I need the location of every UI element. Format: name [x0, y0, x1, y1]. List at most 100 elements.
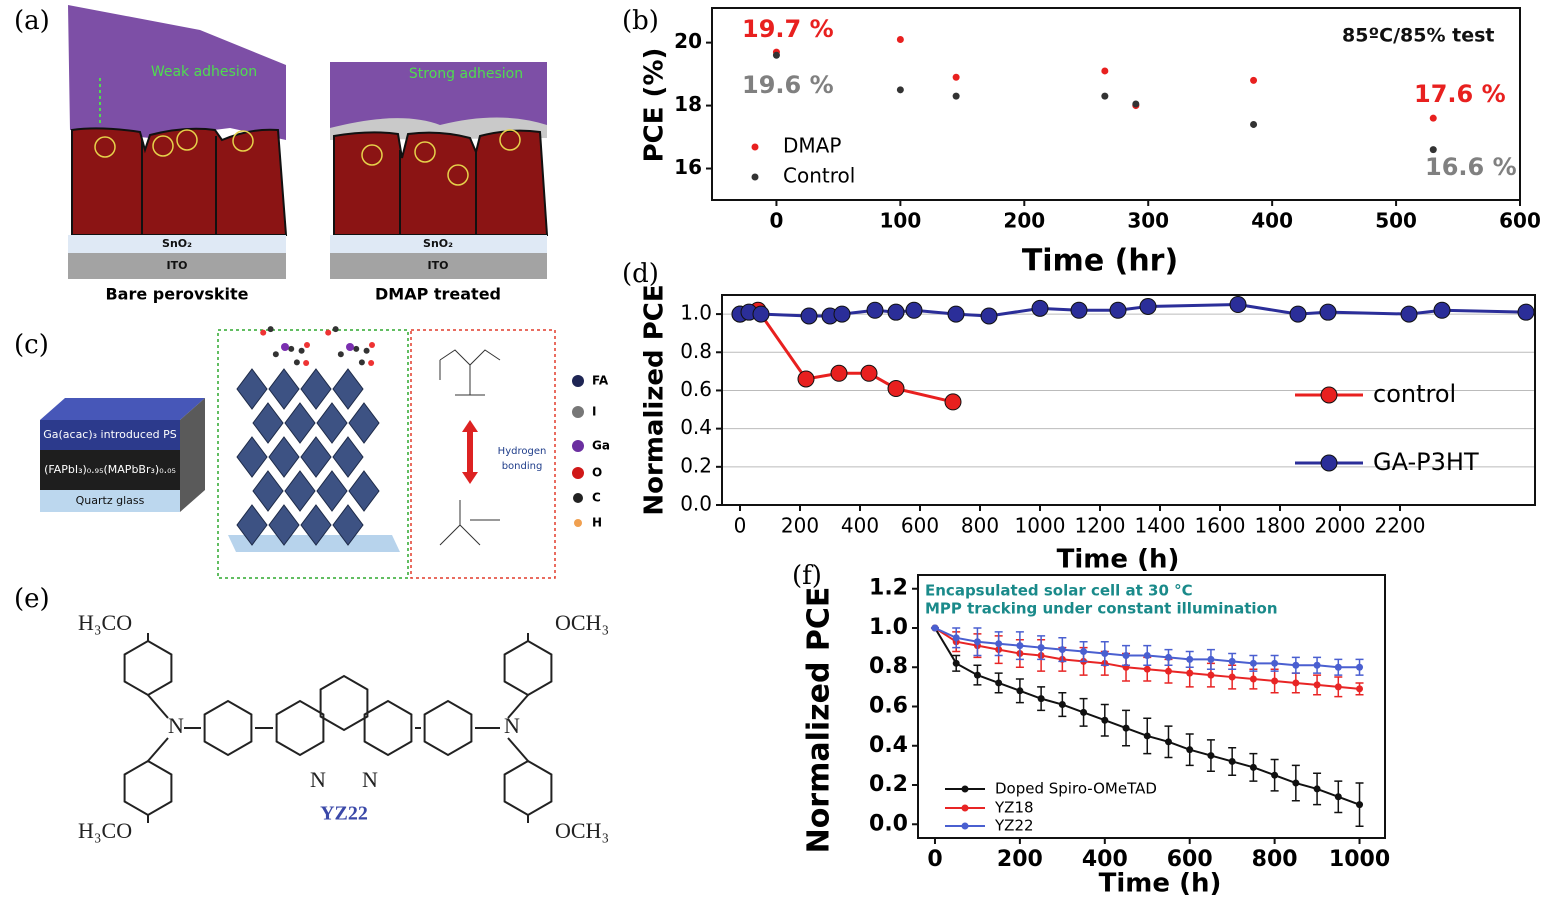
label: Weak adhesion	[151, 64, 257, 80]
atom	[358, 359, 365, 366]
legend-dot	[574, 519, 582, 527]
charge	[94, 136, 116, 158]
x-tick-label: 500	[1375, 209, 1417, 233]
charge	[447, 164, 469, 186]
legend-marker	[961, 822, 969, 830]
zoom-box	[217, 329, 409, 579]
octahedron	[300, 368, 332, 410]
point	[833, 305, 851, 323]
point	[1207, 671, 1215, 679]
y-tick-label: 0.4	[869, 733, 908, 758]
annotation: Encapsulated solar cell at 30 °C	[925, 582, 1193, 600]
label: SnO₂	[162, 237, 192, 250]
label: SnO₂	[423, 237, 453, 250]
octahedron	[332, 368, 364, 410]
x-tick-label: 100	[879, 209, 921, 233]
point	[860, 364, 878, 382]
y-tick-label: 0.0	[680, 492, 712, 516]
point	[1433, 301, 1451, 319]
octahedron	[316, 470, 348, 512]
label: ITO	[428, 259, 449, 272]
point	[905, 301, 923, 319]
panel-e: H₃CO H₃CO OCH₃ OCH₃ N N N N YZ22	[78, 610, 609, 843]
point	[1313, 681, 1321, 689]
point	[1164, 653, 1172, 661]
octahedron	[252, 402, 284, 444]
y-tick-label: 0.0	[869, 811, 908, 836]
point	[1143, 732, 1151, 740]
x-tick-label: 600	[1167, 847, 1213, 872]
octahedron	[236, 436, 268, 478]
point	[1229, 296, 1247, 314]
layer	[40, 490, 180, 512]
point	[1292, 679, 1300, 687]
atom	[332, 326, 339, 333]
octahedron	[252, 470, 284, 512]
x-tick-label: 2200	[1375, 514, 1426, 538]
panel-label: (f)	[792, 561, 822, 591]
annotation: 19.7 %	[742, 15, 834, 43]
annotation: MPP tracking under constant illumination	[925, 600, 1278, 618]
annotation: 16.6 %	[1425, 153, 1517, 181]
panel-label: (e)	[14, 584, 50, 614]
atom-label: N	[504, 713, 520, 738]
ring	[363, 699, 413, 757]
y-tick-label: 1.0	[680, 301, 712, 325]
layer-label: Ga(acac)₃ introduced PS	[43, 428, 177, 441]
x-tick-label: 800	[1252, 847, 1298, 872]
point	[1101, 92, 1109, 100]
point	[1186, 655, 1194, 663]
point	[896, 86, 904, 94]
x-tick-label: 400	[1251, 209, 1293, 233]
annotation: 17.6 %	[1414, 80, 1506, 108]
bond	[147, 737, 169, 762]
point	[1292, 661, 1300, 669]
atom	[281, 343, 289, 351]
point	[1313, 785, 1321, 793]
plot-frame	[711, 7, 1521, 201]
x-tick-label: 1000	[1329, 847, 1390, 872]
point	[1109, 301, 1127, 319]
point	[1289, 305, 1307, 323]
point	[1139, 297, 1157, 315]
atom	[346, 343, 354, 351]
grains	[71, 127, 288, 236]
point	[1037, 644, 1045, 652]
point	[1517, 303, 1535, 321]
charge	[176, 129, 198, 151]
octahedra	[236, 326, 380, 546]
x-tick-label: 2000	[1315, 514, 1366, 538]
atom	[337, 351, 344, 358]
x-tick-label: 800	[961, 514, 999, 538]
panel-a: Weak adhesion SnO₂ ITO Bare perovskite S…	[68, 5, 549, 304]
y-tick-label: 0.8	[869, 654, 908, 679]
octahedron	[300, 436, 332, 478]
legend-label: C	[592, 491, 601, 505]
octahedron	[236, 504, 268, 546]
legend-marker	[751, 143, 759, 151]
octahedron	[284, 402, 316, 444]
point	[896, 35, 904, 43]
octahedron	[300, 504, 332, 546]
point	[1334, 683, 1342, 691]
charge	[232, 130, 254, 152]
point	[797, 370, 815, 388]
y-axis-label: Normalized PCE	[802, 587, 837, 854]
point	[1250, 76, 1258, 84]
point	[973, 671, 981, 679]
x-tick-label: 400	[841, 514, 879, 538]
x-tick-label: 200	[781, 514, 819, 538]
atom	[260, 329, 267, 336]
ring	[503, 759, 553, 817]
point	[1164, 738, 1172, 746]
charge	[499, 129, 521, 151]
point	[995, 640, 1003, 648]
atom	[304, 342, 310, 348]
legend-label: Doped Spiro-OMeTAD	[995, 780, 1157, 798]
legend-marker	[751, 173, 759, 181]
x-tick-label: 0	[927, 847, 942, 872]
point	[1016, 642, 1024, 650]
octahedron	[268, 368, 300, 410]
ito-layer	[330, 253, 547, 279]
